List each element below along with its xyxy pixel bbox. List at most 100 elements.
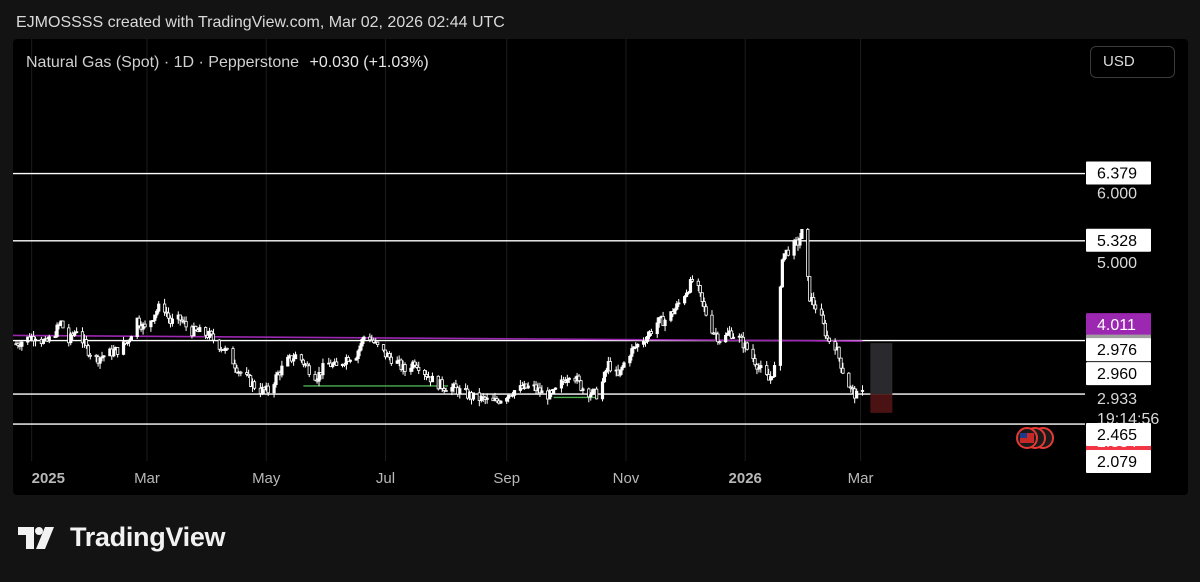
candle-body <box>239 371 243 374</box>
candle-body <box>643 340 648 343</box>
candle-body <box>362 336 366 340</box>
x-axis-label: Mar <box>134 470 160 487</box>
candle-body <box>225 347 229 350</box>
candle-body <box>595 388 599 400</box>
candle-body <box>198 327 202 333</box>
candle-body <box>170 318 174 324</box>
candle-body <box>348 359 352 362</box>
projection-box-upper <box>870 343 893 395</box>
candle-body <box>16 343 20 346</box>
candle-body <box>479 395 483 401</box>
candle-body <box>577 375 581 382</box>
candle-body <box>155 310 159 316</box>
candle-body <box>211 333 216 341</box>
price-label-text: 2.933 <box>1097 391 1137 408</box>
candle-body <box>121 341 126 355</box>
candle-body <box>454 383 458 389</box>
candle-body <box>641 340 646 345</box>
symbol-legend: Natural Gas (Spot) · 1D · Pepperstone +0… <box>26 54 429 72</box>
symbol-title: Natural Gas (Spot) · 1D · Pepperstone <box>26 54 300 71</box>
candle-body <box>127 339 131 343</box>
candle-body <box>587 388 591 398</box>
candle-body <box>360 338 364 347</box>
candle-body <box>739 335 743 338</box>
candle-body <box>430 375 435 383</box>
x-axis-label: 2025 <box>32 470 65 487</box>
footer-logo: TradingView <box>18 522 226 553</box>
candle-body <box>759 365 763 369</box>
candle-body <box>444 390 448 392</box>
candle-body <box>162 303 167 313</box>
candle-body <box>559 379 564 389</box>
candle-body <box>252 381 257 389</box>
candle-body <box>178 314 182 321</box>
price-label-badge <box>1086 228 1151 252</box>
candle-body <box>286 356 290 367</box>
candle-body <box>381 344 386 351</box>
footer-brand: TradingView <box>70 522 226 552</box>
candle-body <box>833 341 837 351</box>
us-flag-events-icon <box>1016 427 1054 449</box>
candle-body <box>510 394 515 397</box>
candle-body <box>248 375 253 387</box>
candle-body <box>538 387 542 394</box>
candle-body <box>751 348 755 359</box>
candle-body <box>600 381 605 400</box>
x-axis-label: 2026 <box>729 470 762 487</box>
candle-body <box>356 350 360 359</box>
candle-body <box>358 345 362 352</box>
price-label-badge <box>1086 362 1151 386</box>
candle-body <box>812 297 816 306</box>
candle-body <box>808 276 812 302</box>
currency-button[interactable]: USD <box>1090 46 1175 78</box>
candle-body <box>821 314 826 324</box>
candle-body <box>321 363 325 376</box>
price-chart[interactable]: 2025 Mar May Jul Sep Nov 2026 Mar 6.379 6.000 5.32… <box>13 39 1188 495</box>
candle-body <box>129 336 133 341</box>
candle-body <box>157 303 161 312</box>
candle-body <box>645 335 650 342</box>
candle-body <box>813 304 818 310</box>
candle-body <box>180 319 184 322</box>
candle-body <box>98 357 102 364</box>
candle-body <box>677 302 681 305</box>
candle-body <box>166 312 171 319</box>
candle-body <box>88 354 92 357</box>
price-label-badge <box>1086 338 1151 362</box>
candle-body <box>724 335 728 343</box>
candle-body <box>825 335 829 339</box>
candle-body <box>151 320 155 322</box>
candle-body <box>649 331 653 335</box>
candle-body <box>207 330 212 338</box>
candles <box>14 227 865 407</box>
price-label-badge <box>1086 161 1151 185</box>
price-label-text: 2.960 <box>1097 366 1137 383</box>
price-label-text: 5.328 <box>1097 233 1137 250</box>
candle-body <box>293 354 298 360</box>
candle-body <box>579 380 583 391</box>
candle-body <box>716 333 720 343</box>
candle-body <box>553 387 558 390</box>
candle-body <box>753 358 757 366</box>
price-label-text: 4.011 <box>1097 317 1136 334</box>
candle-body <box>84 339 88 347</box>
candle-body <box>415 364 419 368</box>
candle-body <box>440 379 444 389</box>
candle-body <box>260 386 264 394</box>
candle-body <box>86 345 90 356</box>
candle-body <box>94 355 98 358</box>
candle-body <box>786 249 790 256</box>
candle-body <box>800 229 804 239</box>
x-axis-label: May <box>252 470 281 487</box>
candle-body <box>69 333 73 344</box>
chart-panel[interactable]: 2025 Mar May Jul Sep Nov 2026 Mar 6.379 6.000 5.32… <box>13 39 1188 495</box>
candle-body <box>839 357 843 369</box>
candle-body <box>192 326 196 337</box>
candle-body <box>591 389 595 395</box>
projection-box-lower <box>870 394 893 413</box>
candle-body <box>704 306 708 316</box>
candle-body <box>395 360 399 364</box>
candle-body <box>368 336 372 341</box>
candle-body <box>710 314 714 334</box>
candle-body <box>841 367 845 374</box>
